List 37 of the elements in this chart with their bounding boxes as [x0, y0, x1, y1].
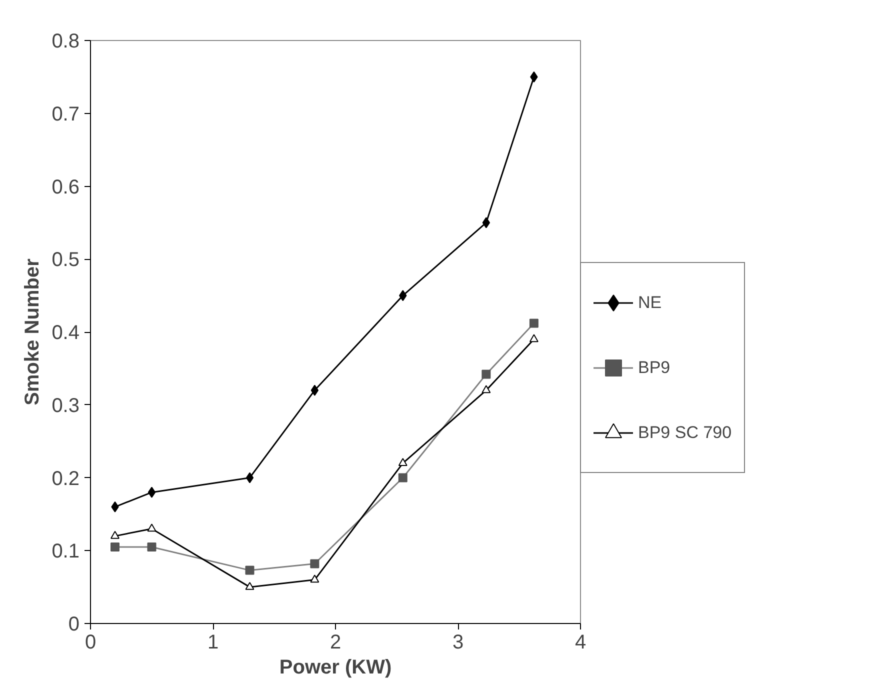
legend-label: NE: [638, 292, 662, 314]
x-tick-label: 3: [452, 632, 464, 654]
point: [482, 217, 490, 228]
point: [110, 530, 120, 539]
y-tick-label: 0.4: [52, 322, 80, 344]
y-tick-label: 0.2: [52, 468, 80, 490]
y-tick-label: 0: [68, 614, 80, 636]
point: [147, 542, 156, 552]
point: [310, 384, 319, 396]
y-axis-title: Smoke Number: [22, 258, 44, 406]
y-tick-label: 0.5: [52, 249, 80, 272]
point: [529, 334, 538, 342]
y-tick-label: 0.7: [52, 103, 80, 126]
point: [310, 574, 320, 583]
point: [398, 458, 408, 466]
y-tick-label: 0.3: [52, 394, 80, 417]
y-tick-label: 0.1: [52, 540, 80, 563]
point: [246, 472, 254, 484]
point: [245, 566, 254, 575]
point: [110, 542, 120, 552]
point: [148, 486, 156, 498]
x-axis-title: Power (KW): [279, 656, 392, 678]
y-tick-label: 0.6: [52, 176, 80, 198]
legend-label: BP9: [638, 356, 670, 378]
point: [529, 318, 538, 328]
point: [482, 370, 491, 379]
point: [310, 559, 320, 568]
point: [245, 582, 254, 590]
x-tick-label: 1: [207, 632, 219, 654]
y-tick-label: 0.8: [52, 30, 80, 52]
point: [147, 524, 156, 532]
x-tick-label: 2: [330, 632, 342, 654]
point: [482, 385, 491, 394]
legend-label: BP9 SC 790: [638, 422, 732, 444]
point: [398, 473, 408, 482]
x-tick-label: 0: [84, 632, 96, 654]
x-tick-label: 4: [574, 632, 586, 654]
